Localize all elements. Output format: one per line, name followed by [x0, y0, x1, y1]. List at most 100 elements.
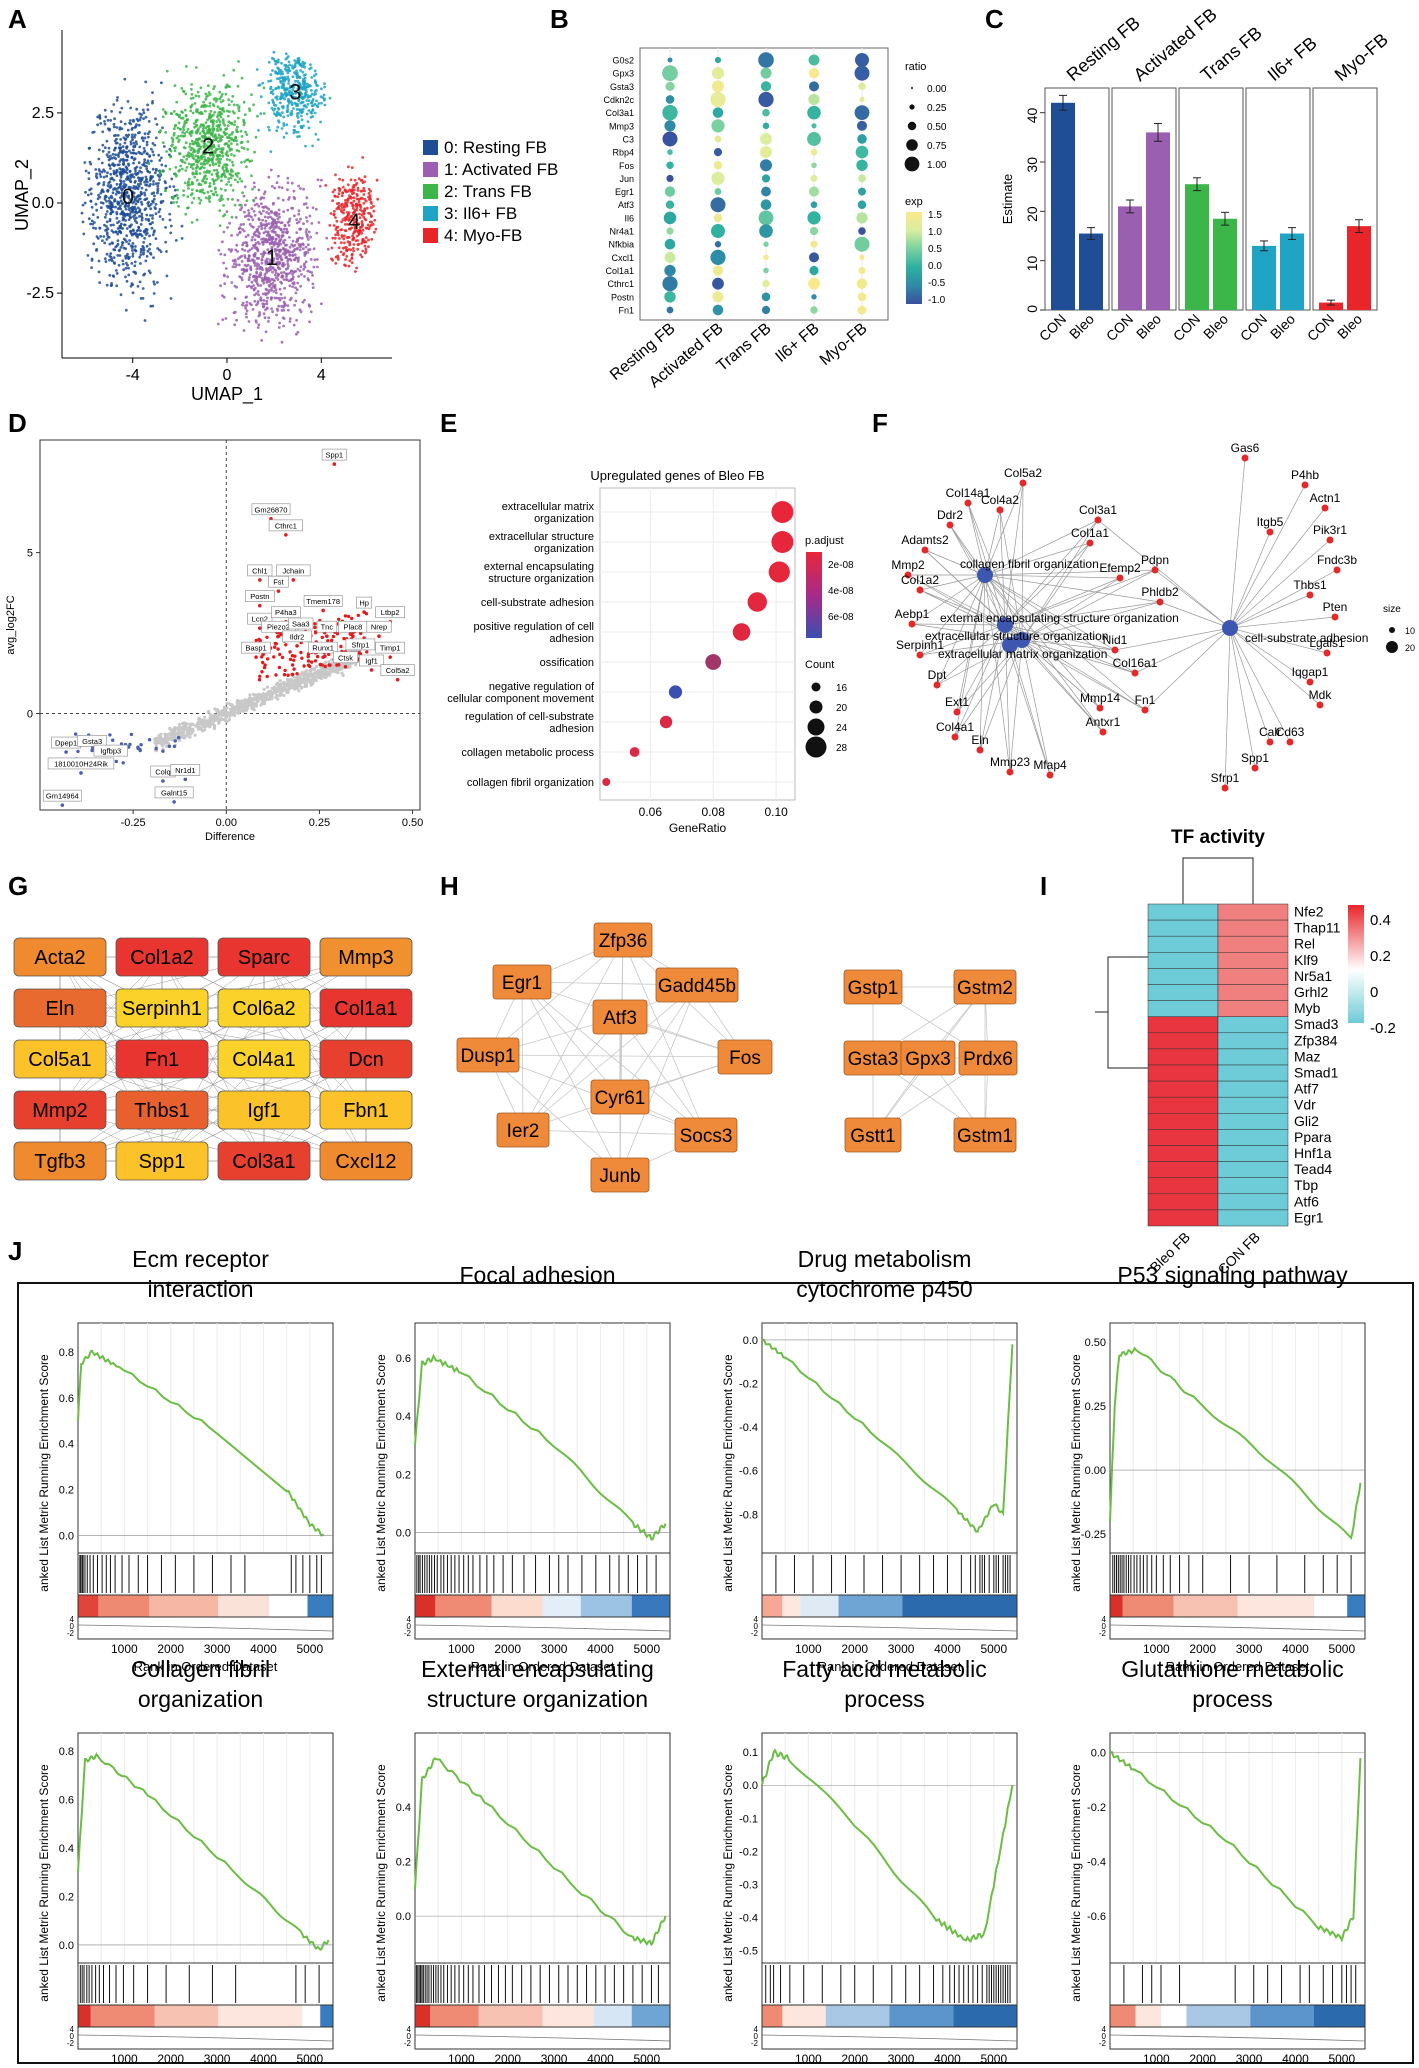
gene-node	[916, 586, 924, 594]
panel-d-volcano: Spp1Gm26870Cthrc1Chl1FstJchainPostnLcn2P…	[5, 439, 423, 843]
umap-point	[243, 256, 247, 259]
umap-point	[352, 183, 356, 187]
term-dot	[768, 561, 790, 583]
umap-point	[262, 192, 266, 196]
umap-point	[204, 121, 208, 124]
umap-point	[151, 304, 155, 308]
umap-point	[358, 197, 362, 201]
dot	[666, 306, 674, 314]
gene-label: Sparc	[238, 947, 290, 969]
dot	[763, 241, 769, 247]
gene-node	[13, 1090, 107, 1130]
umap-point	[113, 117, 116, 121]
umap-point	[352, 221, 356, 224]
dot	[713, 148, 723, 157]
umap-point	[212, 104, 216, 108]
umap-point	[221, 294, 224, 297]
umap-point	[124, 177, 128, 181]
umap-point	[186, 118, 189, 122]
nonsig-point	[171, 729, 175, 733]
hub-node	[1222, 620, 1238, 636]
umap-point	[264, 237, 268, 241]
umap-point	[226, 114, 230, 118]
umap-point	[271, 270, 274, 274]
umap-point	[339, 250, 343, 254]
umap-point	[279, 242, 282, 246]
umap-point	[256, 302, 260, 305]
umap-point	[160, 156, 163, 160]
gene-label: Ildr2	[290, 632, 305, 641]
umap-point	[281, 198, 285, 202]
umap-point	[137, 226, 141, 230]
umap-point	[301, 100, 305, 104]
umap-point	[316, 258, 319, 261]
umap-point	[118, 224, 122, 228]
dot	[859, 254, 865, 260]
umap-point	[154, 212, 158, 216]
edge	[911, 623, 1023, 641]
umap-point	[88, 188, 91, 192]
umap-point	[95, 172, 98, 176]
gene-label-box	[282, 630, 312, 643]
nonsig-point	[220, 718, 225, 722]
umap-point	[158, 208, 162, 211]
umap-point	[256, 290, 260, 293]
umap-point	[195, 130, 199, 134]
umap-point	[227, 103, 231, 107]
dot	[664, 186, 676, 197]
umap-point	[287, 101, 291, 105]
gene-label-box	[241, 641, 271, 654]
umap-point	[260, 237, 263, 241]
umap-point	[232, 154, 236, 158]
umap-point	[125, 158, 129, 162]
nonsig-point	[248, 698, 252, 703]
dot	[761, 186, 771, 197]
dot	[858, 266, 866, 275]
up-point	[284, 643, 288, 647]
umap-point	[346, 211, 349, 214]
umap-point	[275, 291, 278, 295]
nonsig-point	[304, 684, 309, 688]
umap-point	[144, 207, 148, 211]
gene-node	[1156, 598, 1164, 606]
umap-point	[118, 143, 122, 146]
umap-point	[351, 234, 354, 238]
dot	[808, 186, 820, 197]
gene-node	[1096, 704, 1104, 712]
umap-point	[303, 254, 307, 257]
umap-point	[121, 162, 125, 166]
umap-point	[137, 184, 141, 188]
gene-label: Colq	[155, 768, 170, 777]
up-point	[300, 656, 304, 660]
umap-point	[108, 258, 111, 262]
term-label: cell-substrate adhesion	[481, 597, 594, 609]
edge	[984, 574, 1116, 651]
umap-point	[280, 221, 284, 225]
umap-point	[331, 190, 335, 194]
umap-point	[171, 195, 175, 199]
umap-point	[164, 240, 168, 244]
dot	[758, 91, 774, 108]
umap-point	[217, 118, 221, 121]
umap-point	[284, 52, 288, 56]
umap-point	[115, 141, 119, 145]
umap-point	[109, 154, 112, 158]
umap-point	[343, 234, 346, 238]
umap-point	[360, 209, 364, 213]
umap-point	[202, 135, 205, 138]
umap-point	[102, 181, 106, 184]
umap-point	[297, 256, 301, 260]
umap-point	[352, 243, 356, 246]
dot	[808, 93, 820, 106]
umap-point	[169, 224, 173, 228]
umap-point	[310, 222, 314, 225]
umap-point	[121, 262, 125, 266]
gene-label: Galnt15	[161, 788, 187, 797]
legend-ratio-label: 0.25	[927, 103, 947, 114]
chart-title: Upregulated genes of Bleo FB	[590, 468, 764, 483]
umap-point	[180, 224, 184, 228]
gene-node	[217, 1039, 311, 1079]
umap-point	[295, 288, 299, 291]
umap-point	[205, 104, 209, 108]
umap-point	[225, 170, 229, 173]
